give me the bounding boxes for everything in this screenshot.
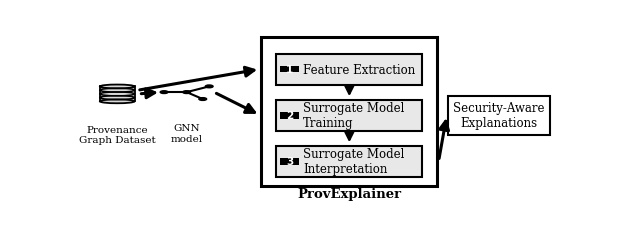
Text: 1: 1 <box>286 65 293 75</box>
Bar <box>261 38 437 186</box>
Bar <box>276 100 422 131</box>
Text: 3: 3 <box>286 156 293 166</box>
Circle shape <box>183 91 191 94</box>
Bar <box>448 96 550 135</box>
Ellipse shape <box>100 85 134 89</box>
Circle shape <box>160 91 168 94</box>
Circle shape <box>199 98 207 101</box>
Bar <box>276 54 422 85</box>
Bar <box>280 158 299 165</box>
Text: Surrogate Model
Training: Surrogate Model Training <box>303 102 404 130</box>
Bar <box>100 87 134 102</box>
Text: GNN
model: GNN model <box>171 124 203 143</box>
Text: 2: 2 <box>286 111 293 121</box>
Text: Security-Aware
Explanations: Security-Aware Explanations <box>453 102 545 130</box>
Bar <box>280 66 299 73</box>
Text: Feature Extraction: Feature Extraction <box>303 63 415 76</box>
Bar <box>276 146 422 177</box>
Bar <box>280 112 299 119</box>
Text: Surrogate Model
Interpretation: Surrogate Model Interpretation <box>303 147 404 175</box>
Text: Provenance
Graph Dataset: Provenance Graph Dataset <box>79 125 156 145</box>
Circle shape <box>205 86 213 88</box>
Text: ProvExplainer: ProvExplainer <box>297 188 401 201</box>
Ellipse shape <box>100 100 134 104</box>
